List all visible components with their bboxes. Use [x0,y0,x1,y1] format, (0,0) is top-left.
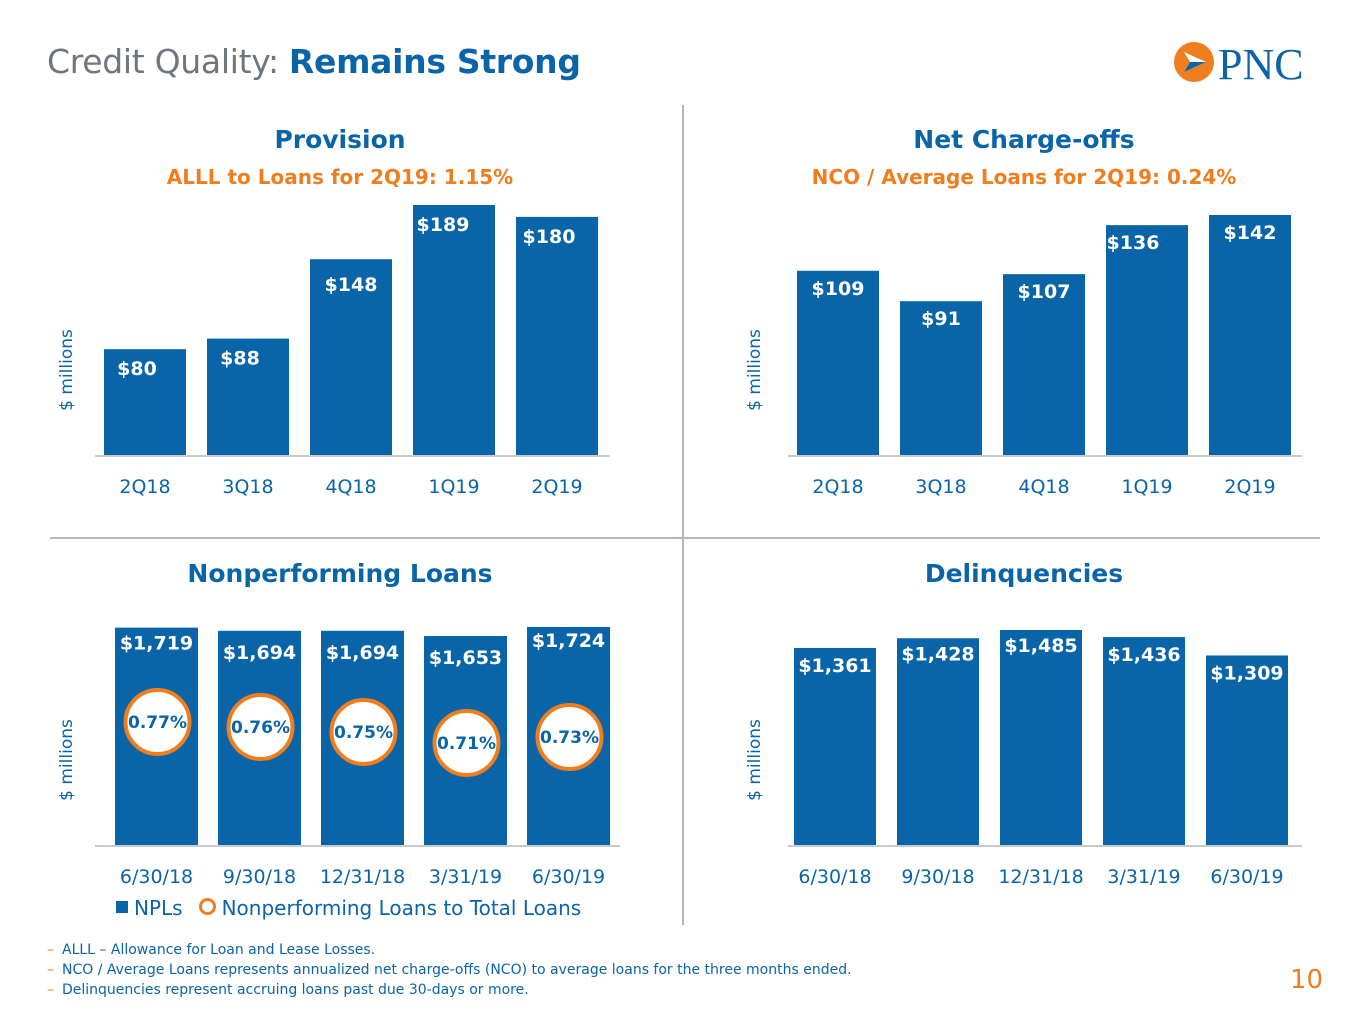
bar [207,338,289,455]
nco-title: Net Charge-offs [913,125,1135,154]
bar [1003,274,1085,455]
legend-square-icon [116,901,128,913]
data-label: $91 [921,308,961,330]
nco-subtitle: NCO / Average Loans for 2Q19: 0.24% [811,165,1237,189]
data-label: $1,653 [429,647,502,669]
category-label: 1Q19 [428,476,479,498]
legend-npls: NPLs [134,896,183,920]
provision-title: Provision [274,125,406,154]
bar [310,259,392,455]
y-axis-label: $ millions [745,719,765,801]
category-label: 6/30/19 [532,866,605,888]
ratio-label: 0.75% [334,723,393,743]
legend-circle-icon [198,898,216,915]
ratio-marker [123,688,192,756]
npl-legend: NPLs Nonperforming Loans to Total Loans [116,896,581,920]
page-number: 10 [1290,965,1324,995]
y-axis-label: $ millions [57,719,77,801]
data-label: $1,719 [120,633,193,655]
data-label: $189 [417,214,470,236]
y-axis-label: $ millions [745,329,765,411]
category-label: 2Q18 [119,476,170,498]
bar [1000,630,1082,845]
category-label: 6/30/19 [1210,866,1283,888]
ratio-label: 0.73% [540,728,599,748]
footnotes: – ALLL – Allowance for Loan and Lease Los… [47,940,852,1000]
vertical-divider [682,105,684,925]
ratio-marker [535,703,604,771]
category-label: 1Q19 [1121,476,1172,498]
data-label: $1,428 [901,643,974,665]
data-label: $1,309 [1210,662,1283,684]
y-axis-label: $ millions [57,329,77,411]
bar [413,205,495,455]
category-label: 3/31/19 [1107,866,1180,888]
bar [1209,215,1291,455]
category-label: 4Q18 [325,476,376,498]
bar [516,216,598,455]
data-label: $1,485 [1004,635,1077,657]
delinquencies-title: Delinquencies [924,559,1124,588]
ratio-marker [226,693,295,761]
data-label: $1,694 [223,642,296,664]
ratio-label: 0.71% [437,734,496,754]
category-label: 12/31/18 [998,866,1083,888]
bar [1103,637,1185,845]
provision-subtitle: ALLL to Loans for 2Q19: 1.15% [166,165,514,189]
title-emphasis: Remains Strong [288,42,581,81]
data-label: $142 [1224,222,1277,244]
data-label: $1,724 [532,630,605,652]
data-label: $88 [220,348,260,370]
bar [1106,225,1188,455]
category-label: 3Q18 [222,476,273,498]
horizontal-divider [50,537,1320,539]
data-label: $107 [1018,281,1071,303]
category-label: 2Q18 [812,476,863,498]
data-label: $80 [117,358,157,380]
category-label: 9/30/18 [901,866,974,888]
category-label: 6/30/18 [798,866,871,888]
category-label: 6/30/18 [120,866,193,888]
category-label: 9/30/18 [223,866,296,888]
data-label: $180 [523,226,576,248]
data-label: $1,361 [798,655,871,677]
bar [900,301,982,455]
footnote: – Delinquencies represent accruing loans … [47,982,529,998]
data-label: $148 [325,274,378,296]
ratio-label: 0.76% [231,718,290,738]
bar [1206,655,1288,845]
bar [797,270,879,455]
page-title: Credit Quality: Remains Strong [47,42,581,81]
footnote: – NCO / Average Loans represents annualiz… [47,962,852,978]
data-label: $1,694 [326,642,399,664]
ratio-marker [329,698,398,766]
logo-text: PNC [1218,40,1304,88]
ratio-marker [432,709,501,777]
data-label: $109 [812,278,865,300]
pnc-logo-icon: PNC [1174,40,1304,88]
category-label: 2Q19 [531,476,582,498]
data-label: $1,436 [1107,644,1180,666]
bar [104,349,186,455]
legend-ratio: Nonperforming Loans to Total Loans [221,896,582,920]
category-label: 3/31/19 [429,866,502,888]
bar [794,647,876,845]
title-prefix: Credit Quality: [47,42,279,81]
footnote: – ALLL – Allowance for Loan and Lease Los… [47,942,376,958]
category-label: 2Q19 [1224,476,1275,498]
ratio-label: 0.77% [128,713,187,733]
category-label: 12/31/18 [320,866,405,888]
bar [897,638,979,845]
category-label: 3Q18 [915,476,966,498]
category-label: 4Q18 [1018,476,1069,498]
npl-title: Nonperforming Loans [187,559,493,588]
data-label: $136 [1107,232,1160,254]
